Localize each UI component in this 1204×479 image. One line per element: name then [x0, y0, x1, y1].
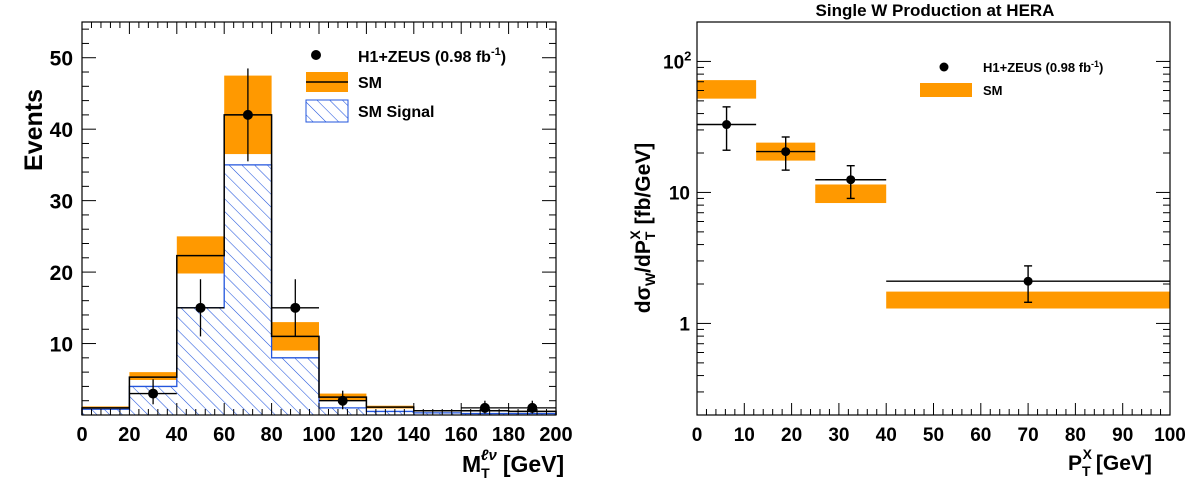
legend-marker-data — [311, 50, 321, 60]
sm-signal-bar — [413, 412, 462, 415]
legend-label-sm: SM — [358, 75, 382, 92]
x-tick-label: 0 — [692, 425, 703, 446]
data-point — [195, 302, 206, 313]
y-tick-label: 30 — [50, 191, 73, 214]
data-point — [722, 120, 732, 130]
sm-prediction-band — [697, 80, 757, 99]
x-tick-label: 120 — [350, 424, 383, 446]
x-tick-label: 200 — [539, 424, 572, 446]
y-tick-label: 102 — [663, 48, 691, 73]
sm-signal-bar — [508, 413, 556, 415]
x-tick-label: 90 — [1112, 425, 1133, 446]
x-tick-label: 60 — [213, 424, 235, 446]
sm-histogram-line — [81, 114, 557, 415]
y-tick-label: 10 — [669, 183, 690, 204]
x-tick-label: 100 — [1154, 425, 1186, 446]
y-tick-label: 50 — [50, 48, 73, 71]
legend-label-data: H1+ZEUS (0.98 fb-1) — [358, 46, 506, 66]
data-point — [781, 147, 791, 157]
legend-label-sm: SM — [983, 83, 1003, 98]
x-tick-label: 10 — [734, 425, 755, 446]
right-x-axis-label: PTX [GeV] — [1068, 446, 1152, 479]
x-tick-label: 20 — [118, 424, 140, 446]
x-tick-label: 180 — [492, 424, 525, 446]
right-y-axis-label: dσW/dPTX [fb/GeV] — [627, 143, 658, 314]
y-tick-label: 10 — [50, 334, 73, 357]
left-y-axis-label: Events — [20, 89, 48, 171]
data-point — [479, 402, 490, 413]
sm-signal-bar — [461, 413, 509, 415]
x-tick-label: 160 — [445, 424, 478, 446]
right-legend: H1+ZEUS (0.98 fb-1) SM — [920, 59, 1103, 98]
right-chart: Single W Production at HERA 0 10 20 30 40 50 6… — [627, 1, 1186, 479]
data-point — [846, 175, 856, 185]
x-tick-label: 60 — [970, 425, 991, 446]
legend-label-data: H1+ZEUS (0.98 fb-1) — [983, 59, 1103, 75]
legend-label-sm-signal: SM Signal — [358, 104, 434, 121]
sm-signal-bar — [224, 164, 272, 415]
left-chart: 0 20 40 60 80 100 120 140 160 180 200 10 20 30 40 50 Ev… — [20, 21, 573, 479]
x-tick-label: 40 — [876, 425, 897, 446]
x-tick-label: 40 — [166, 424, 188, 446]
x-tick-label: 80 — [1065, 425, 1086, 446]
data-point — [148, 388, 159, 399]
x-tick-label: 100 — [302, 424, 335, 446]
legend-marker-sm-signal — [305, 99, 349, 123]
y-tick-label: 1 — [679, 314, 690, 335]
sm-signal-bar — [366, 411, 414, 415]
left-x-axis-label: MTℓν [GeV] — [462, 447, 564, 479]
sm-signal-bar — [319, 407, 367, 415]
left-legend: H1+ZEUS (0.98 fb-1) SM SM Signal — [305, 46, 506, 123]
right-plot-frame — [696, 21, 1171, 416]
legend-marker-data — [939, 62, 949, 72]
x-tick-label: 80 — [260, 424, 282, 446]
y-tick-label: 20 — [50, 262, 73, 285]
data-point — [1023, 276, 1033, 286]
x-tick-label: 140 — [397, 424, 430, 446]
legend-marker-sm — [920, 83, 972, 97]
x-tick-label: 0 — [76, 424, 87, 446]
sm-signal-bar — [82, 409, 130, 415]
x-tick-label: 20 — [781, 425, 802, 446]
sm-background-region — [366, 408, 414, 412]
data-point — [290, 302, 301, 313]
sm-background-region — [271, 350, 319, 358]
x-tick-label: 50 — [923, 425, 944, 446]
y-tick-label: 40 — [50, 119, 73, 142]
x-tick-label: 70 — [1018, 425, 1039, 446]
sm-background-region — [413, 411, 462, 413]
x-tick-label: 30 — [828, 425, 849, 446]
data-point — [527, 402, 538, 413]
y-tick-exponent: 2 — [684, 48, 691, 63]
data-point — [242, 109, 253, 120]
sm-signal-bar — [271, 357, 319, 415]
data-point — [337, 395, 348, 406]
right-chart-title: Single W Production at HERA — [816, 1, 1055, 20]
sm-uncertainty-band — [129, 372, 177, 380]
